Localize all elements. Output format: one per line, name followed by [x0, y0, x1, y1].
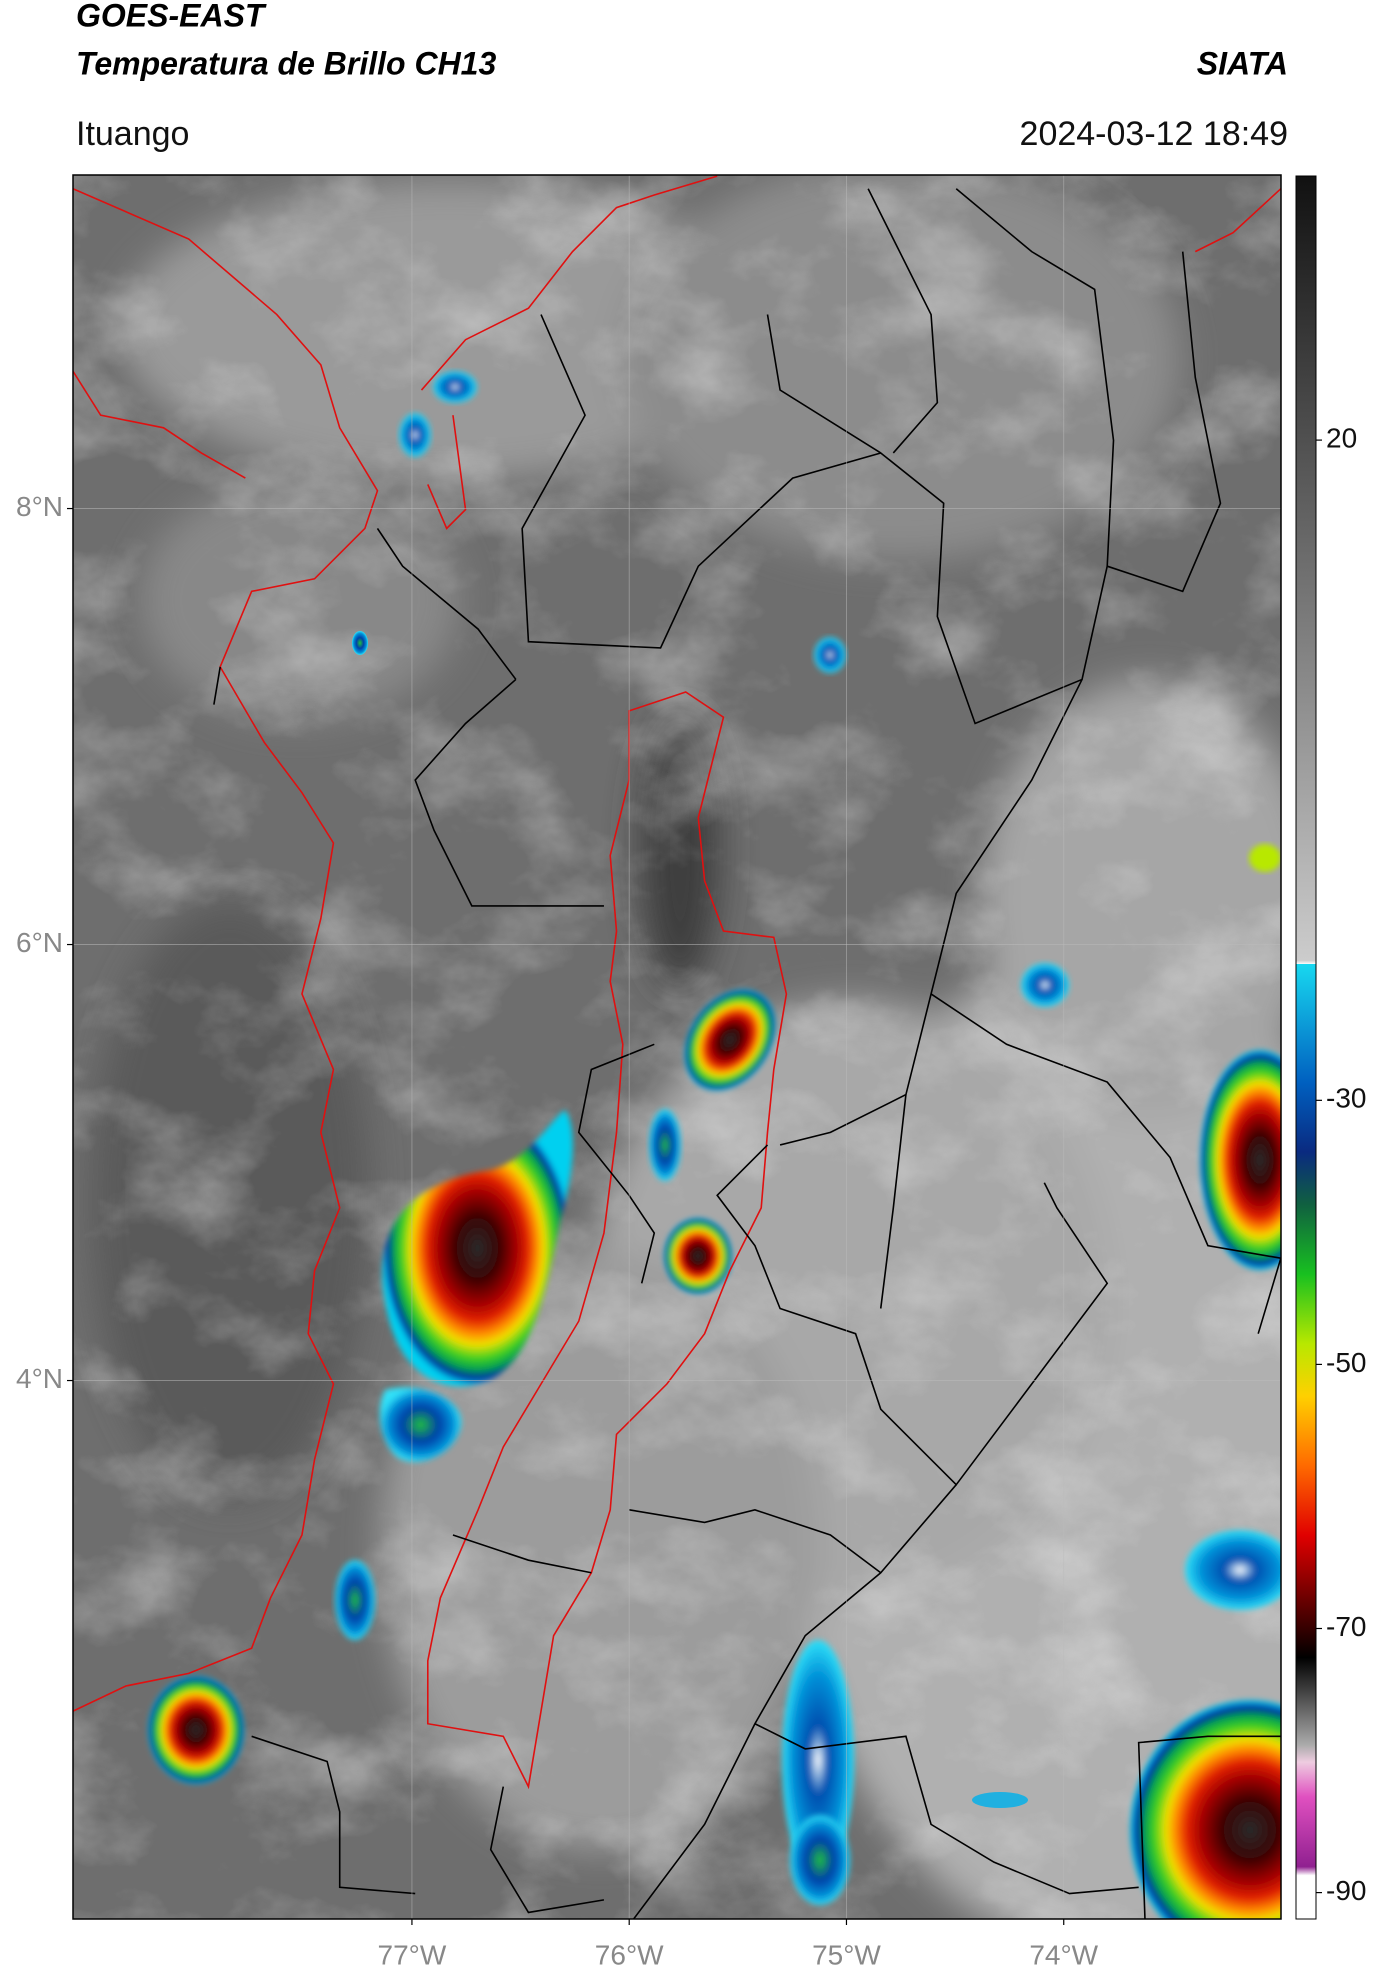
title: GOES-EAST: [76, 0, 267, 33]
brand: SIATA: [1197, 45, 1288, 81]
colorbar: [1295, 175, 1317, 1920]
map-frame: [72, 174, 1282, 1920]
lat-tick-label: 6°N: [16, 927, 63, 958]
location: Ituango: [76, 115, 189, 153]
borders: [73, 176, 1281, 1925]
lon-tick-label: 77°W: [378, 1939, 447, 1970]
colorbar-tick-label: -50: [1326, 1347, 1366, 1378]
lat-tick-label: 8°N: [16, 491, 63, 522]
lat-tick-label: 4°N: [16, 1363, 63, 1394]
satellite-image: [73, 175, 1281, 1925]
lon-tick-label: 75°W: [812, 1939, 881, 1970]
colorbar-tick-label: 20: [1326, 422, 1357, 453]
colorbar-tick-label: -90: [1326, 1875, 1366, 1906]
datetime: 2024-03-12 18:49: [1020, 115, 1288, 153]
subtitle: Temperatura de Brillo CH13: [76, 45, 496, 81]
convective-cells: [148, 371, 1281, 1919]
grid: [73, 175, 1281, 1919]
colorbar-tick-label: -70: [1326, 1611, 1366, 1642]
lon-tick-label: 74°W: [1029, 1939, 1098, 1970]
lon-tick-label: 76°W: [595, 1939, 664, 1970]
colorbar-tick-label: -30: [1326, 1083, 1366, 1114]
